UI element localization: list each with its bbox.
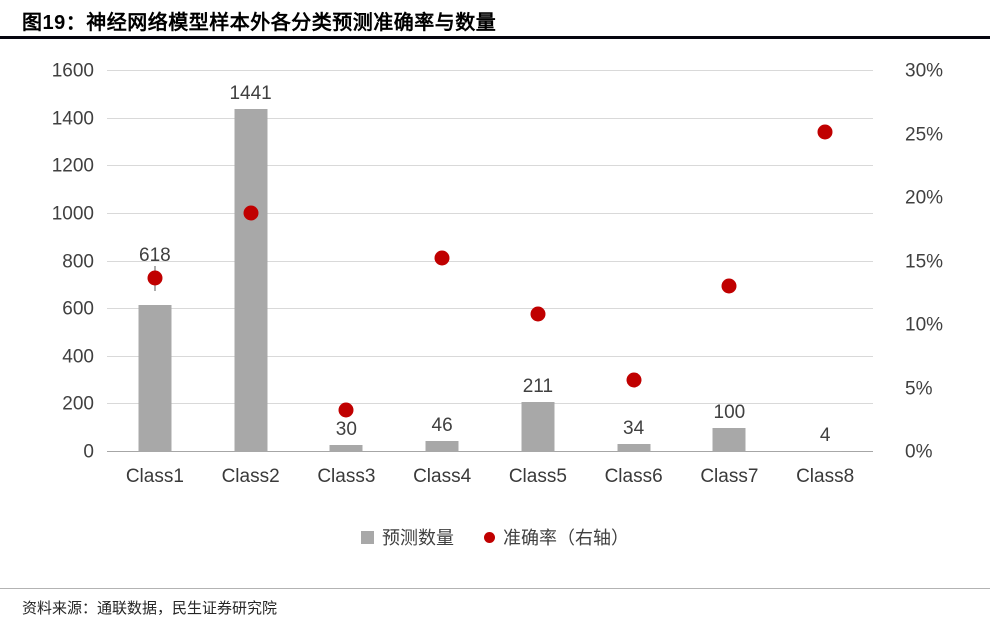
gridline [107,212,873,214]
accuracy-dot [817,124,833,140]
left-axis: 0 200 400 600 800 1000 1200 1400 1600 [24,62,100,462]
footer-divider [0,588,990,589]
count-bar [712,428,746,452]
x-axis-tick-label: Class4 [413,466,472,487]
count-bar [234,108,268,452]
right-axis-tick-label: 20% [905,187,944,209]
count-bar [425,441,459,452]
right-axis-tick-label: 30% [905,60,944,82]
left-axis-tick-label: 1200 [51,155,94,177]
count-bar [808,451,842,452]
accuracy-dot [530,306,546,322]
legend-circle-swatch [484,531,495,543]
count-bar [521,401,555,452]
title-divider [0,36,990,39]
x-axis-tick-label: Class6 [604,466,663,487]
count-bar [617,443,651,452]
right-axis-tick-label: 0% [905,441,933,463]
legend-label: 预测数量 [382,528,454,548]
gridline [107,308,873,310]
bar-value-label: 211 [522,375,554,397]
left-axis-tick-label: 800 [62,251,94,272]
legend-item: 准确率（右轴） [484,524,629,550]
accuracy-dot [338,402,354,418]
x-axis-tick-label: Class2 [221,466,280,487]
source-note: 资料来源：通联数据，民生证券研究院 [22,600,278,617]
accuracy-dot [721,278,737,294]
gridline [107,451,873,452]
right-axis: 0% 5% 10% 15% 20% 25% 30% [885,62,980,462]
accuracy-dot [626,372,642,388]
legend-label: 准确率（右轴） [503,528,629,548]
left-axis-tick-label: 1000 [51,203,94,225]
gridline [107,403,873,405]
bar-value-label: 46 [431,415,453,437]
bar-value-label: 34 [623,417,645,439]
gridline [107,165,873,167]
count-bar [138,304,172,452]
bar-value-label: 618 [139,245,171,266]
left-axis-tick-label: 400 [62,346,94,368]
left-axis-tick-label: 0 [83,441,94,463]
figure-title: 图19：神经网络模型样本外各分类预测准确率与数量 [22,12,497,34]
legend: 预测数量 准确率（右轴） [0,524,990,550]
bar-value-label: 30 [335,418,357,440]
bar-value-label: 100 [713,402,746,424]
x-axis-tick-label: Class8 [796,466,855,487]
gridline [107,70,873,71]
x-axis-tick-label: Class1 [125,466,184,487]
bar-value-label: 1441 [229,82,272,104]
right-axis-tick-label: 15% [905,251,944,272]
gridline [107,117,873,119]
left-axis-tick-label: 600 [62,298,94,320]
left-axis-tick-label: 1600 [51,60,94,82]
x-axis-tick-label: Class3 [317,466,376,487]
plot-area: 618 1441 30 46 211 34 100 4 [107,70,873,452]
left-axis-tick-label: 200 [62,393,94,415]
right-axis-tick-label: 5% [905,378,933,399]
count-bar [329,444,363,452]
x-axis-tick-label: Class5 [508,466,567,487]
right-axis-tick-label: 10% [905,314,944,336]
x-axis-tick-label: Class7 [700,466,759,487]
gridline [107,260,873,262]
accuracy-dot [243,205,259,221]
left-axis-tick-label: 1400 [51,108,94,130]
accuracy-dot [147,270,163,286]
x-axis-labels: Class1 Class2 Class3 Class4 Class5 Class6 Clas… [107,466,873,488]
bar-value-label: 4 [819,425,831,447]
legend-item: 预测数量 [361,524,454,550]
gridline [107,355,873,357]
legend-square-swatch [361,530,374,544]
accuracy-dot [434,250,450,266]
right-axis-tick-label: 25% [905,124,944,145]
